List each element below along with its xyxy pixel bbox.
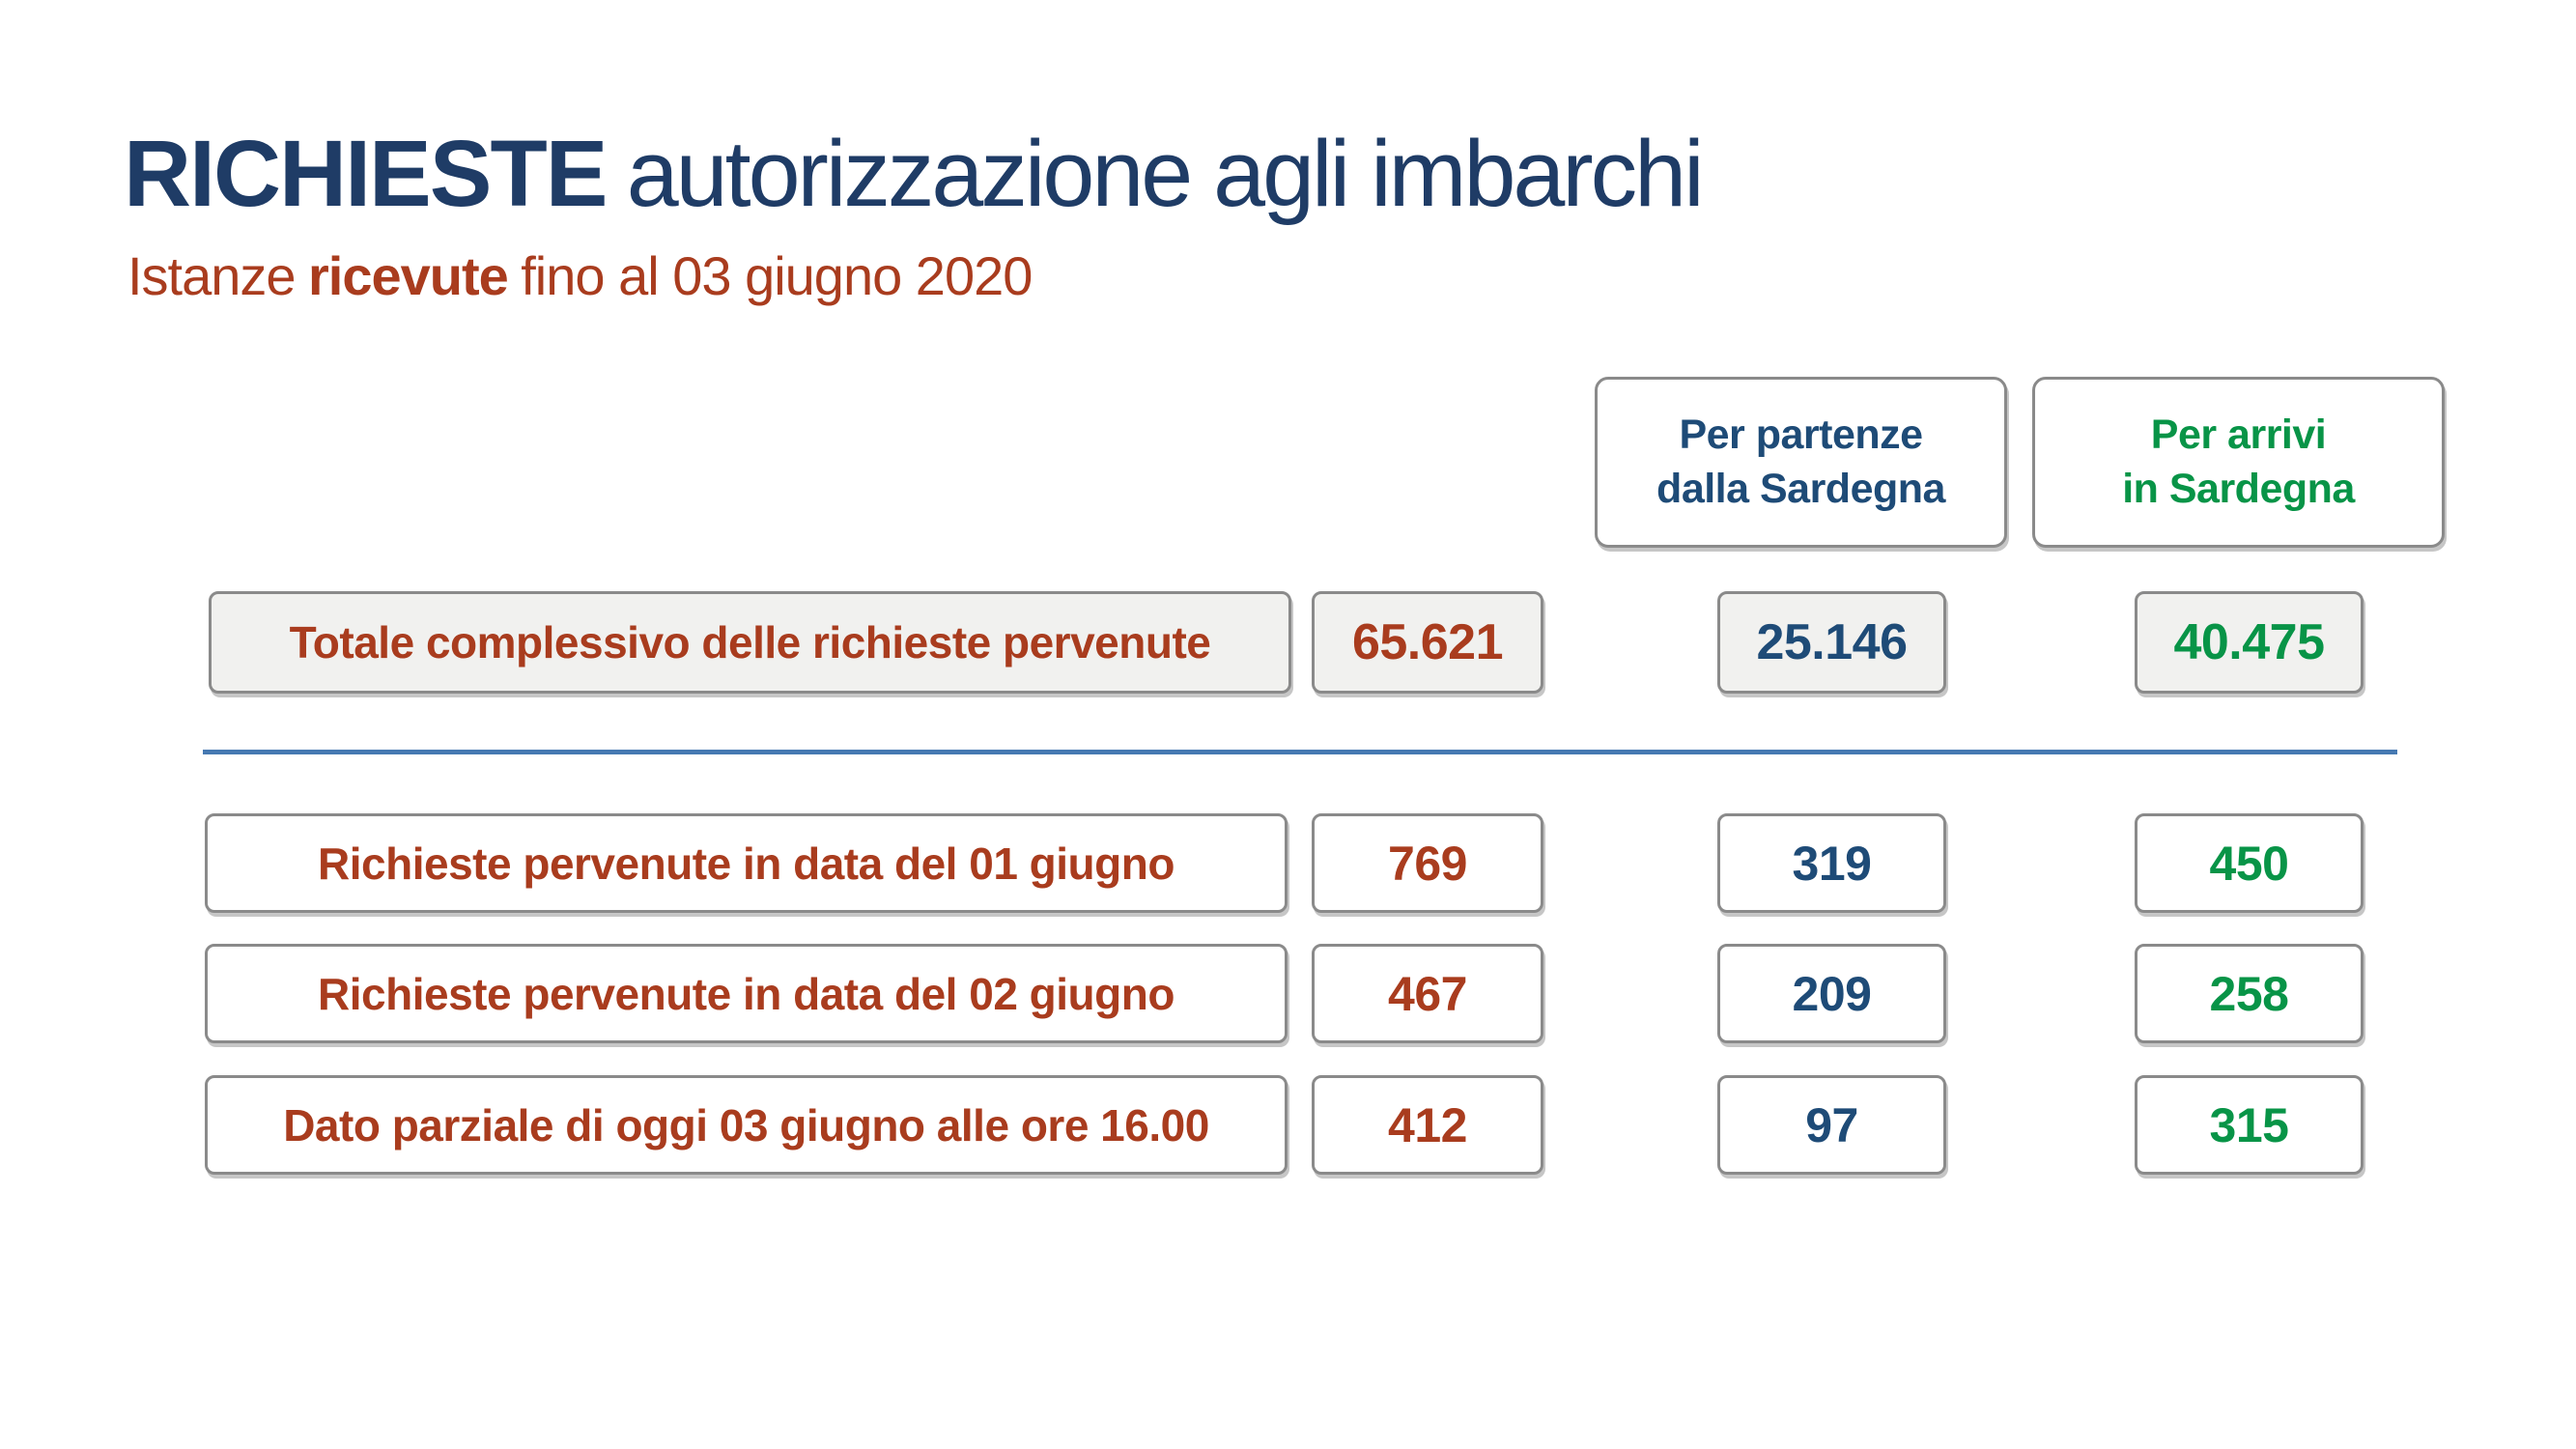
column-header-departures-text: Per partenze dalla Sardegna (1656, 409, 1945, 515)
table-row-departures-value: 97 (1717, 1075, 1946, 1175)
total-row-label: Totale complessivo delle richieste perve… (209, 591, 1291, 694)
page-title-rest: autorizzazione agli imbarchi (626, 121, 1705, 226)
table-row-arrivals-value: 315 (2135, 1075, 2364, 1175)
column-header-arrivals: Per arrivi in Sardegna (2032, 377, 2445, 548)
table-row-label: Richieste pervenute in data del 02 giugn… (205, 944, 1288, 1043)
table-row-departures-value: 209 (1717, 944, 1946, 1043)
subtitle-emphasis: ricevute (308, 245, 509, 306)
subtitle-post: fino al 03 giugno 2020 (521, 245, 1033, 306)
column-header-departures: Per partenze dalla Sardegna (1595, 377, 2007, 548)
table-row-label: Richieste pervenute in data del 01 giugn… (205, 813, 1288, 913)
page-title-emphasis: RICHIESTE (124, 121, 608, 226)
page-subtitle: Istanze ricevute fino al 03 giugno 2020 (127, 243, 1033, 308)
total-arrivals-value: 40.475 (2135, 591, 2364, 694)
total-overall-value: 65.621 (1312, 591, 1543, 694)
total-departures-value: 25.146 (1717, 591, 1946, 694)
table-row-overall-value: 467 (1312, 944, 1543, 1043)
table-row-arrivals-value: 450 (2135, 813, 2364, 913)
table-row-departures-value: 319 (1717, 813, 1946, 913)
table-row-label: Dato parziale di oggi 03 giugno alle ore… (205, 1075, 1288, 1175)
table-row-overall-value: 412 (1312, 1075, 1543, 1175)
arrivals-line2: in Sardegna (2122, 465, 2355, 512)
section-divider-line (203, 750, 2397, 754)
departures-line2: dalla Sardegna (1656, 465, 1945, 512)
table-row-arrivals-value: 258 (2135, 944, 2364, 1043)
departures-line1: Per partenze (1679, 412, 1923, 459)
column-header-arrivals-text: Per arrivi in Sardegna (2122, 409, 2355, 515)
arrivals-line1: Per arrivi (2150, 412, 2327, 459)
table-row-overall-value: 769 (1312, 813, 1543, 913)
subtitle-pre: Istanze (127, 245, 297, 306)
page-title: RICHIESTE autorizzazione agli imbarchi (124, 120, 1705, 228)
